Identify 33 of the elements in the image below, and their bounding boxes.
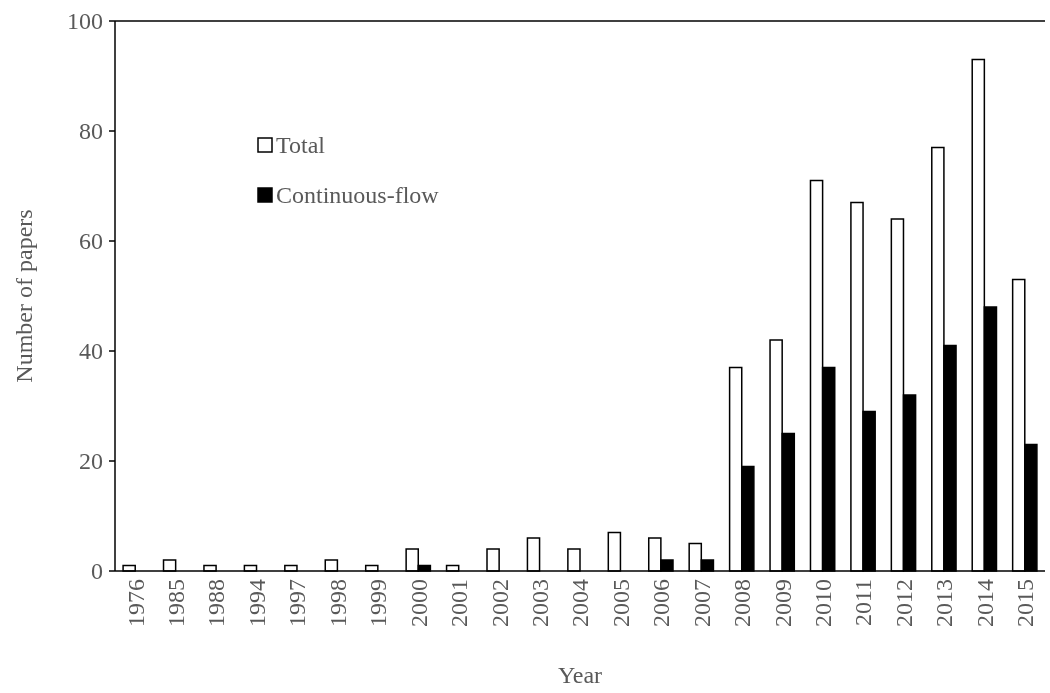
x-tick-label: 2012 [890, 579, 917, 627]
x-tick-label: 1976 [122, 579, 149, 627]
x-tick-label: 2000 [405, 579, 432, 627]
y-tick-label: 40 [79, 338, 103, 365]
x-tick-label: 2008 [729, 579, 756, 627]
x-tick-label: 2011 [850, 579, 877, 627]
y-tick-label: 0 [91, 558, 103, 585]
x-tick-label: 2006 [648, 579, 675, 627]
y-tick-label: 80 [79, 118, 103, 145]
x-tick-label: 2014 [971, 579, 998, 627]
x-tick-label: 1994 [243, 579, 270, 627]
x-tick-label: 2002 [486, 579, 513, 627]
x-tick-label: 2013 [931, 579, 958, 627]
x-tick-label: 1999 [365, 579, 392, 627]
x-tick-label: 1988 [203, 579, 230, 627]
x-tick-label: 1997 [284, 579, 311, 627]
x-tick-label: 1985 [163, 579, 190, 627]
x-tick-label: 1998 [324, 579, 351, 627]
legend-label: Total [276, 132, 326, 159]
x-tick-label: 2007 [688, 579, 715, 627]
y-tick-label: 60 [79, 228, 103, 255]
x-tick-label: 2004 [567, 579, 594, 627]
x-axis-title: Year [557, 662, 603, 688]
x-tick-label: 2010 [810, 579, 837, 627]
y-tick-label: 100 [67, 8, 103, 35]
x-tick-label: 2001 [446, 579, 473, 627]
legend-label: Continuous-flow [276, 182, 440, 209]
x-tick-label: 2009 [769, 579, 796, 627]
y-tick-label: 20 [79, 448, 103, 475]
x-tick-label: 2015 [1012, 579, 1039, 627]
x-tick-label: 2005 [607, 579, 634, 627]
x-tick-label: 2003 [526, 579, 553, 627]
y-axis-title: Number of papers [11, 209, 37, 383]
